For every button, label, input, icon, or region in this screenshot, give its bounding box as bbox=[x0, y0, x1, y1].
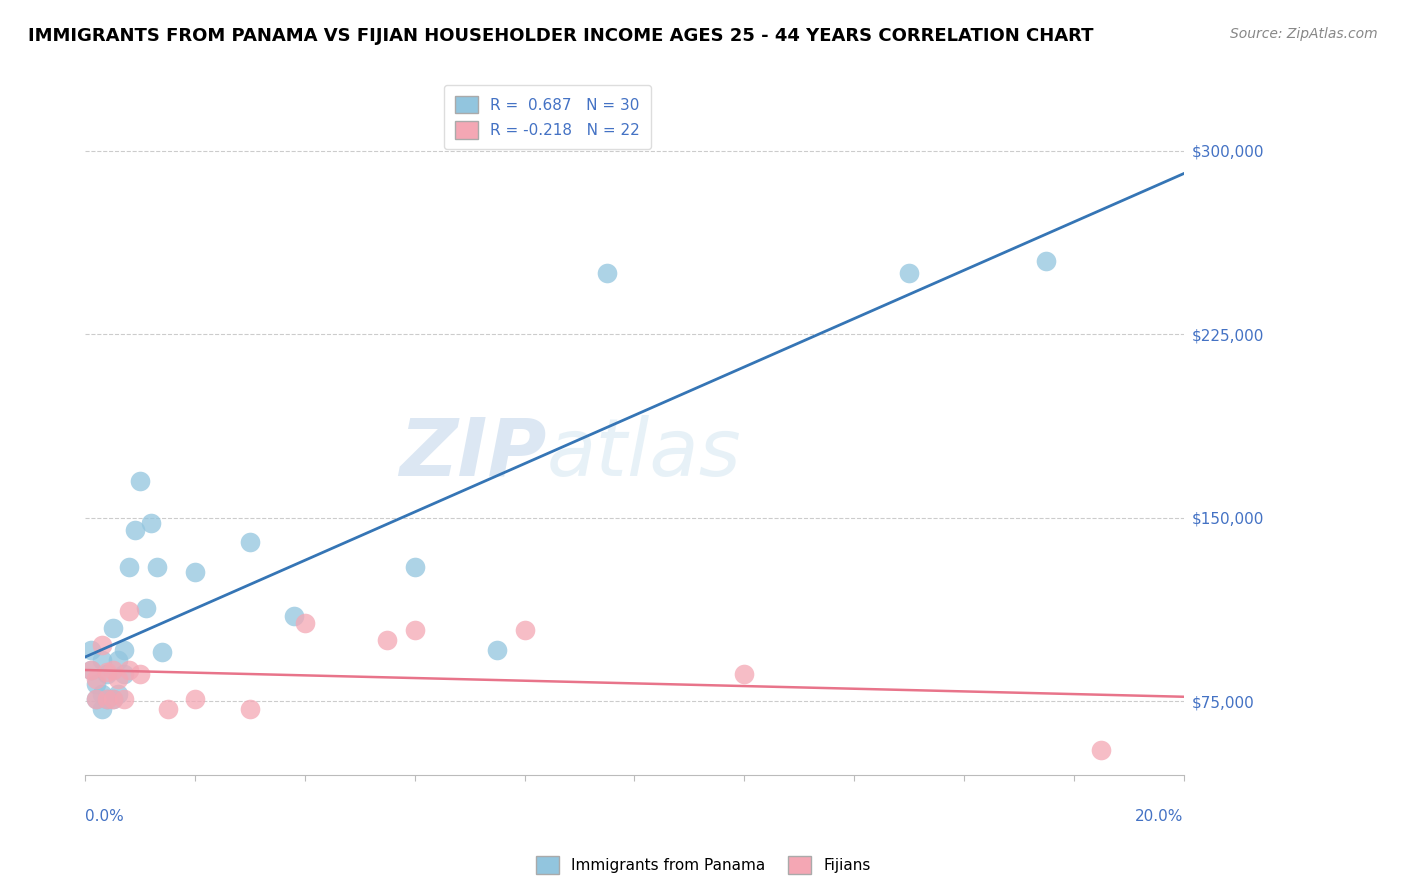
Point bbox=[150, 645, 173, 659]
Point bbox=[283, 608, 305, 623]
Text: Source: ZipAtlas.com: Source: ZipAtlas.com bbox=[1230, 27, 1378, 41]
Point bbox=[90, 701, 112, 715]
Point bbox=[118, 559, 141, 574]
Point bbox=[129, 474, 152, 488]
Point bbox=[118, 663, 141, 677]
Point bbox=[80, 643, 103, 657]
Point bbox=[1035, 254, 1057, 268]
Point bbox=[135, 601, 157, 615]
Point bbox=[486, 643, 509, 657]
Point bbox=[96, 665, 118, 679]
Point bbox=[404, 559, 426, 574]
Point bbox=[101, 663, 124, 677]
Point bbox=[107, 673, 129, 687]
Point bbox=[84, 673, 107, 687]
Point bbox=[101, 692, 124, 706]
Point bbox=[156, 701, 179, 715]
Text: 20.0%: 20.0% bbox=[1135, 809, 1184, 824]
Point bbox=[80, 663, 103, 677]
Point bbox=[101, 621, 124, 635]
Point bbox=[90, 687, 112, 701]
Point bbox=[118, 604, 141, 618]
Point bbox=[84, 677, 107, 691]
Point bbox=[96, 692, 118, 706]
Point bbox=[404, 624, 426, 638]
Point bbox=[107, 687, 129, 701]
Point bbox=[90, 638, 112, 652]
Text: 0.0%: 0.0% bbox=[86, 809, 124, 824]
Point bbox=[96, 692, 118, 706]
Point bbox=[107, 653, 129, 667]
Point bbox=[96, 667, 118, 681]
Point bbox=[112, 692, 135, 706]
Point bbox=[898, 266, 921, 280]
Text: atlas: atlas bbox=[547, 415, 741, 493]
Text: ZIP: ZIP bbox=[399, 415, 547, 493]
Legend: R =  0.687   N = 30, R = -0.218   N = 22: R = 0.687 N = 30, R = -0.218 N = 22 bbox=[444, 85, 651, 149]
Point bbox=[112, 643, 135, 657]
Point bbox=[375, 633, 398, 648]
Point bbox=[84, 692, 107, 706]
Legend: Immigrants from Panama, Fijians: Immigrants from Panama, Fijians bbox=[530, 850, 876, 880]
Point bbox=[112, 667, 135, 681]
Point bbox=[184, 692, 207, 706]
Point bbox=[141, 516, 163, 530]
Point bbox=[101, 692, 124, 706]
Point bbox=[733, 667, 755, 681]
Point bbox=[90, 653, 112, 667]
Point bbox=[239, 701, 262, 715]
Point bbox=[145, 559, 167, 574]
Point bbox=[239, 535, 262, 549]
Text: IMMIGRANTS FROM PANAMA VS FIJIAN HOUSEHOLDER INCOME AGES 25 - 44 YEARS CORRELATI: IMMIGRANTS FROM PANAMA VS FIJIAN HOUSEHO… bbox=[28, 27, 1094, 45]
Point bbox=[80, 663, 103, 677]
Point bbox=[84, 692, 107, 706]
Point bbox=[596, 266, 619, 280]
Point bbox=[124, 523, 146, 537]
Point bbox=[1090, 743, 1112, 757]
Point bbox=[294, 615, 316, 630]
Point bbox=[129, 667, 152, 681]
Point bbox=[513, 624, 536, 638]
Point bbox=[184, 565, 207, 579]
